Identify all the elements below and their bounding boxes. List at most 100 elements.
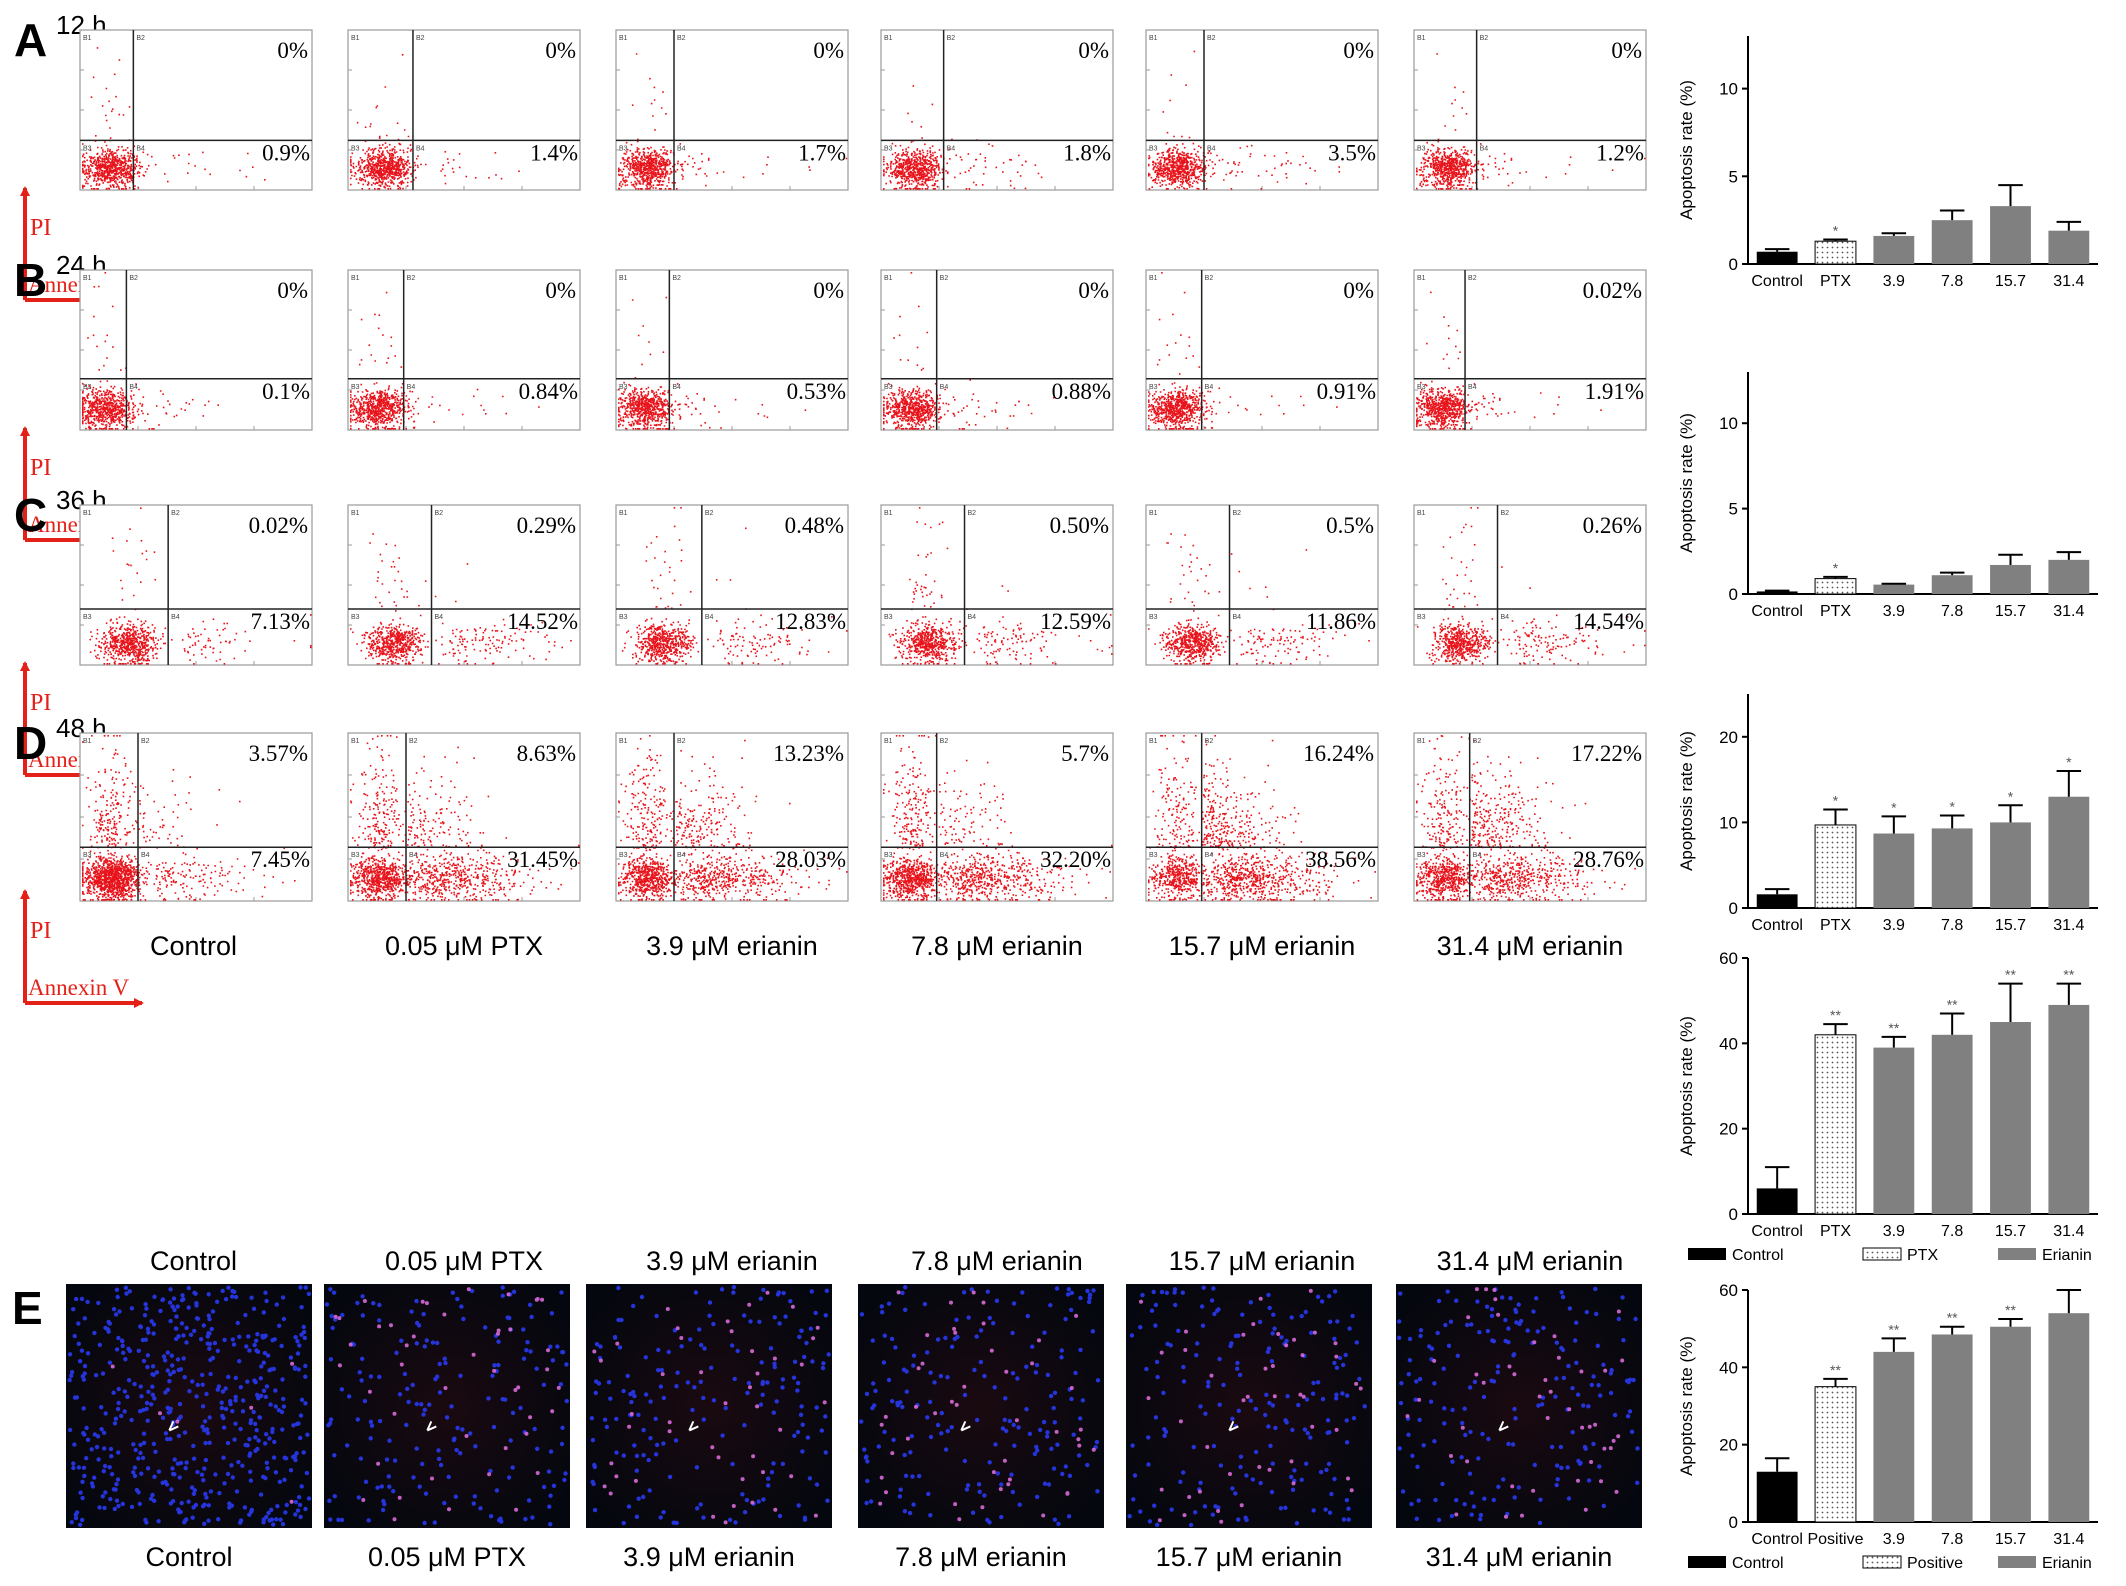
quadrant-tag: B2 [672, 275, 681, 282]
bar-chart-b: 0 5 10 Apoptosis rate (%) Control * PTX 3.9 7.8 1… [1677, 372, 2098, 620]
chart-legend: Control PTX Erianin [1688, 1247, 2092, 1264]
bar [1873, 833, 1915, 908]
bar-group: ** PTX [1814, 1007, 1857, 1240]
fluorescence-image: 3.9 μM erianin [586, 1284, 832, 1572]
condition-caption: 31.4 μM erianin [1437, 1246, 1624, 1276]
flow-plot-frame [79, 269, 313, 431]
quadrant-tag: B3 [83, 384, 92, 391]
quadrant-tag: B2 [1473, 738, 1482, 745]
quadrant-tag: B4 [1473, 852, 1482, 859]
legend-swatch [1998, 1248, 2036, 1260]
upper-right-percent: 0.26% [1583, 513, 1642, 538]
bar-group: 31.4 [2048, 1289, 2090, 1548]
flow-panel: B1 B2 B3 B4 0.5% 11.86% 15.7 μM erianin [1145, 504, 1379, 961]
quadrant-tag: B2 [947, 35, 956, 42]
quadrant-tag: B3 [83, 852, 92, 859]
bar [1990, 564, 2031, 594]
flow-panel: B1 B2 B3 B4 0.26% 14.54% 31.4 μM erianin [1413, 504, 1647, 961]
flow-events [618, 53, 848, 190]
bar [2048, 1313, 2090, 1522]
quadrant-tag: B2 [1205, 275, 1214, 282]
lower-right-percent: 12.59% [1040, 609, 1111, 634]
flow-events [883, 85, 1043, 190]
condition-caption: 31.4 μM erianin [1426, 1542, 1613, 1572]
quadrant-tag: B1 [1417, 275, 1426, 282]
quadrant-tag: B2 [409, 738, 418, 745]
quadrant-tag: B1 [619, 275, 628, 282]
flow-events [618, 296, 807, 430]
quadrant-tag: B2 [940, 738, 949, 745]
quadrant-tag: B1 [351, 35, 360, 42]
upper-right-percent: 0.48% [785, 513, 844, 538]
legend-label: PTX [1907, 1247, 1938, 1264]
condition-caption: 0.05 μM PTX [385, 1246, 543, 1276]
bar-group: ** 7.8 [1931, 1310, 1973, 1548]
bar-chart-e: 0 20 40 60 Apoptosis rate (%) Control ** Positi… [1677, 1281, 2098, 1572]
condition-caption: 7.8 μM erianin [911, 931, 1083, 961]
quadrant-tag: B4 [407, 384, 416, 391]
bar [1873, 1047, 1915, 1214]
lower-right-percent: 0.53% [787, 379, 846, 404]
y-tick-label: 10 [1719, 414, 1738, 433]
bar-group: Control [1751, 248, 1803, 290]
x-tick-label: PTX [1820, 1223, 1851, 1240]
pi-label: PI [30, 690, 51, 716]
quadrant-tag: B1 [351, 275, 360, 282]
quadrant-tag: B2 [1480, 35, 1489, 42]
flow-events [1416, 735, 1636, 901]
quadrant-tag: B1 [351, 738, 360, 745]
y-tick-label: 5 [1729, 167, 1738, 186]
y-tick-label: 5 [1729, 500, 1738, 519]
quadrant-tag: B1 [1417, 510, 1426, 517]
x-tick-label: 31.4 [2053, 1223, 2084, 1240]
quadrant-tag: B1 [351, 510, 360, 517]
y-tick-label: 20 [1719, 1120, 1738, 1139]
lower-right-percent: 0.9% [262, 140, 310, 165]
quadrant-tag: B1 [1417, 738, 1426, 745]
quadrant-tag: B1 [83, 738, 92, 745]
bar-group: ** 7.8 [1931, 996, 1973, 1240]
lower-right-percent: 14.52% [507, 609, 578, 634]
x-tick-label: Control [1751, 273, 1803, 290]
annexin-label: Annexin V [28, 975, 130, 1000]
pi-label: PI [30, 918, 51, 944]
quadrant-tag: B2 [416, 35, 425, 42]
x-tick-label: PTX [1820, 917, 1851, 934]
quadrant-tag: B1 [83, 275, 92, 282]
condition-caption: 3.9 μM erianin [623, 1542, 795, 1572]
y-axis-label: Apoptosis rate (%) [1677, 1016, 1696, 1156]
quadrant-tag: B4 [1207, 145, 1216, 152]
legend-label: Erianin [2042, 1247, 2092, 1264]
bar-chart-d: 0 20 40 60 Apoptosis rate (%) Control ** PTX ** 3… [1677, 949, 2098, 1264]
bar [1756, 1188, 1798, 1214]
chart-legend: Control Positive Erianin [1688, 1555, 2092, 1572]
legend-swatch [1688, 1248, 1726, 1260]
bar-group: * 15.7 [1990, 788, 2031, 934]
x-tick-label: 3.9 [1883, 917, 1905, 934]
quadrant-tag: B4 [1480, 145, 1489, 152]
significance-mark: ** [2005, 967, 2016, 983]
quadrant-tag: B2 [407, 275, 416, 282]
quadrant-tag: B2 [129, 275, 138, 282]
upper-right-percent: 0.02% [1583, 278, 1642, 303]
nuclei [1397, 1286, 1640, 1526]
fluorescence-image: 7.8 μM erianin [858, 1284, 1104, 1572]
quadrant-tag: B3 [1149, 145, 1158, 152]
bar [2048, 559, 2090, 594]
x-tick-label: Control [1751, 603, 1803, 620]
lower-right-percent: 0.1% [262, 379, 310, 404]
x-tick-label: Control [1751, 1531, 1803, 1548]
quadrant-tag: B2 [677, 738, 686, 745]
flow-panel: B1 B2 B3 B4 13.23% 28.03% 3.9 μM erianin [615, 732, 849, 1276]
flow-plot-frame [347, 29, 581, 191]
panel-letter: B [14, 254, 47, 306]
quadrant-tag: B2 [1501, 510, 1510, 517]
quadrant-tag: B3 [1417, 852, 1426, 859]
quadrant-tag: B1 [1149, 510, 1158, 517]
flow-events [618, 735, 848, 901]
fluorescence-image: 15.7 μM erianin [1126, 1284, 1372, 1572]
lower-right-percent: 14.54% [1573, 609, 1644, 634]
upper-right-percent: 0.5% [1326, 513, 1374, 538]
